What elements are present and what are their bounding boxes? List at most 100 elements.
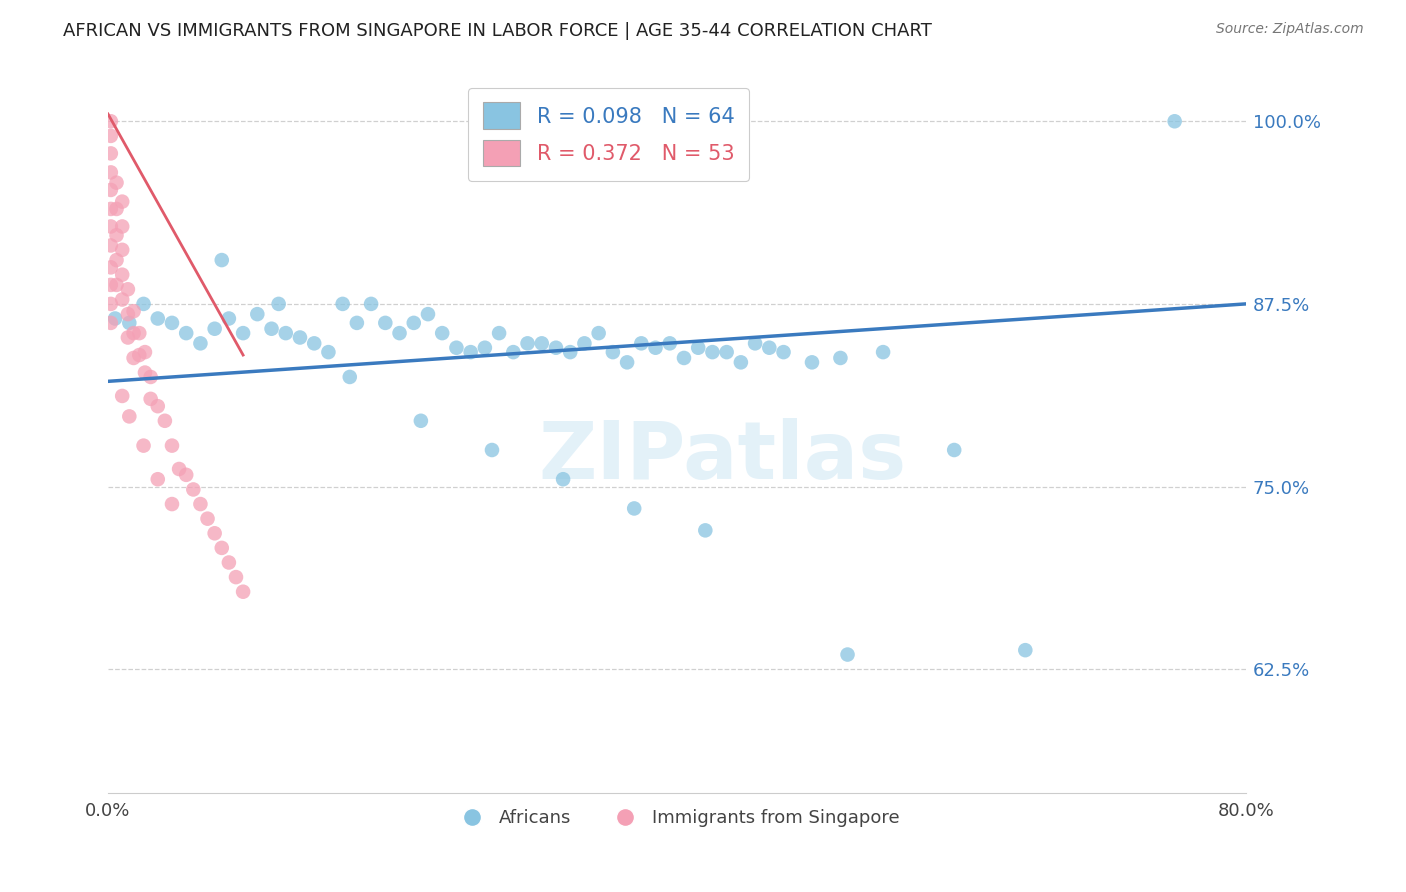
Point bbox=[104, 311, 127, 326]
Point bbox=[122, 351, 145, 365]
Point bbox=[128, 326, 150, 340]
Point bbox=[100, 128, 122, 143]
Point bbox=[602, 345, 624, 359]
Point bbox=[146, 472, 169, 486]
Point bbox=[118, 316, 141, 330]
Point bbox=[346, 316, 368, 330]
Point bbox=[246, 307, 269, 321]
Point bbox=[160, 497, 183, 511]
Point bbox=[260, 322, 283, 336]
Point bbox=[374, 316, 396, 330]
Point bbox=[111, 219, 134, 234]
Point bbox=[232, 326, 254, 340]
Point bbox=[211, 253, 233, 268]
Point bbox=[134, 366, 156, 380]
Point bbox=[105, 228, 128, 243]
Point bbox=[623, 501, 645, 516]
Point bbox=[122, 326, 145, 340]
Point bbox=[416, 307, 439, 321]
Point bbox=[409, 414, 432, 428]
Point bbox=[688, 341, 710, 355]
Point bbox=[730, 355, 752, 369]
Point bbox=[100, 165, 122, 179]
Point bbox=[332, 297, 354, 311]
Point bbox=[105, 202, 128, 216]
Point bbox=[488, 326, 510, 340]
Point bbox=[630, 336, 652, 351]
Point bbox=[100, 202, 122, 216]
Point bbox=[616, 355, 638, 369]
Point bbox=[146, 311, 169, 326]
Point bbox=[204, 526, 226, 541]
Point bbox=[588, 326, 610, 340]
Point bbox=[204, 322, 226, 336]
Point bbox=[167, 462, 190, 476]
Point bbox=[801, 355, 824, 369]
Point bbox=[388, 326, 411, 340]
Point bbox=[139, 370, 162, 384]
Point bbox=[122, 304, 145, 318]
Point bbox=[100, 238, 122, 252]
Point bbox=[560, 345, 582, 359]
Point bbox=[225, 570, 247, 584]
Point bbox=[100, 260, 122, 275]
Point bbox=[302, 336, 325, 351]
Point bbox=[232, 584, 254, 599]
Point bbox=[211, 541, 233, 555]
Point bbox=[339, 370, 361, 384]
Point bbox=[111, 389, 134, 403]
Point bbox=[100, 316, 122, 330]
Point bbox=[174, 467, 197, 482]
Point bbox=[117, 307, 139, 321]
Point bbox=[117, 282, 139, 296]
Point bbox=[672, 351, 695, 365]
Point bbox=[872, 345, 894, 359]
Point bbox=[837, 648, 859, 662]
Point bbox=[1163, 114, 1185, 128]
Point bbox=[460, 345, 482, 359]
Point bbox=[118, 409, 141, 424]
Point bbox=[160, 316, 183, 330]
Point bbox=[132, 439, 155, 453]
Point bbox=[544, 341, 567, 355]
Point bbox=[128, 348, 150, 362]
Point bbox=[432, 326, 454, 340]
Point bbox=[218, 311, 240, 326]
Point bbox=[100, 277, 122, 292]
Point bbox=[267, 297, 290, 311]
Point bbox=[100, 146, 122, 161]
Point bbox=[174, 326, 197, 340]
Point bbox=[702, 345, 724, 359]
Legend: Africans, Immigrants from Singapore: Africans, Immigrants from Singapore bbox=[447, 802, 907, 834]
Point bbox=[146, 399, 169, 413]
Point bbox=[100, 114, 122, 128]
Point bbox=[111, 268, 134, 282]
Point bbox=[197, 511, 219, 525]
Point bbox=[744, 336, 766, 351]
Point bbox=[574, 336, 596, 351]
Point bbox=[716, 345, 738, 359]
Point bbox=[117, 330, 139, 344]
Text: Source: ZipAtlas.com: Source: ZipAtlas.com bbox=[1216, 22, 1364, 37]
Point bbox=[644, 341, 666, 355]
Point bbox=[474, 341, 496, 355]
Point bbox=[190, 497, 212, 511]
Point bbox=[758, 341, 780, 355]
Point bbox=[588, 114, 610, 128]
Text: ZIPatlas: ZIPatlas bbox=[538, 417, 907, 496]
Point bbox=[111, 293, 134, 307]
Point bbox=[274, 326, 297, 340]
Point bbox=[516, 336, 538, 351]
Point bbox=[943, 442, 966, 457]
Point bbox=[100, 297, 122, 311]
Point bbox=[695, 524, 717, 538]
Point bbox=[402, 316, 425, 330]
Point bbox=[360, 297, 382, 311]
Point bbox=[502, 345, 524, 359]
Point bbox=[134, 345, 156, 359]
Point bbox=[111, 243, 134, 257]
Point bbox=[772, 345, 794, 359]
Point bbox=[318, 345, 340, 359]
Point bbox=[132, 297, 155, 311]
Point bbox=[160, 439, 183, 453]
